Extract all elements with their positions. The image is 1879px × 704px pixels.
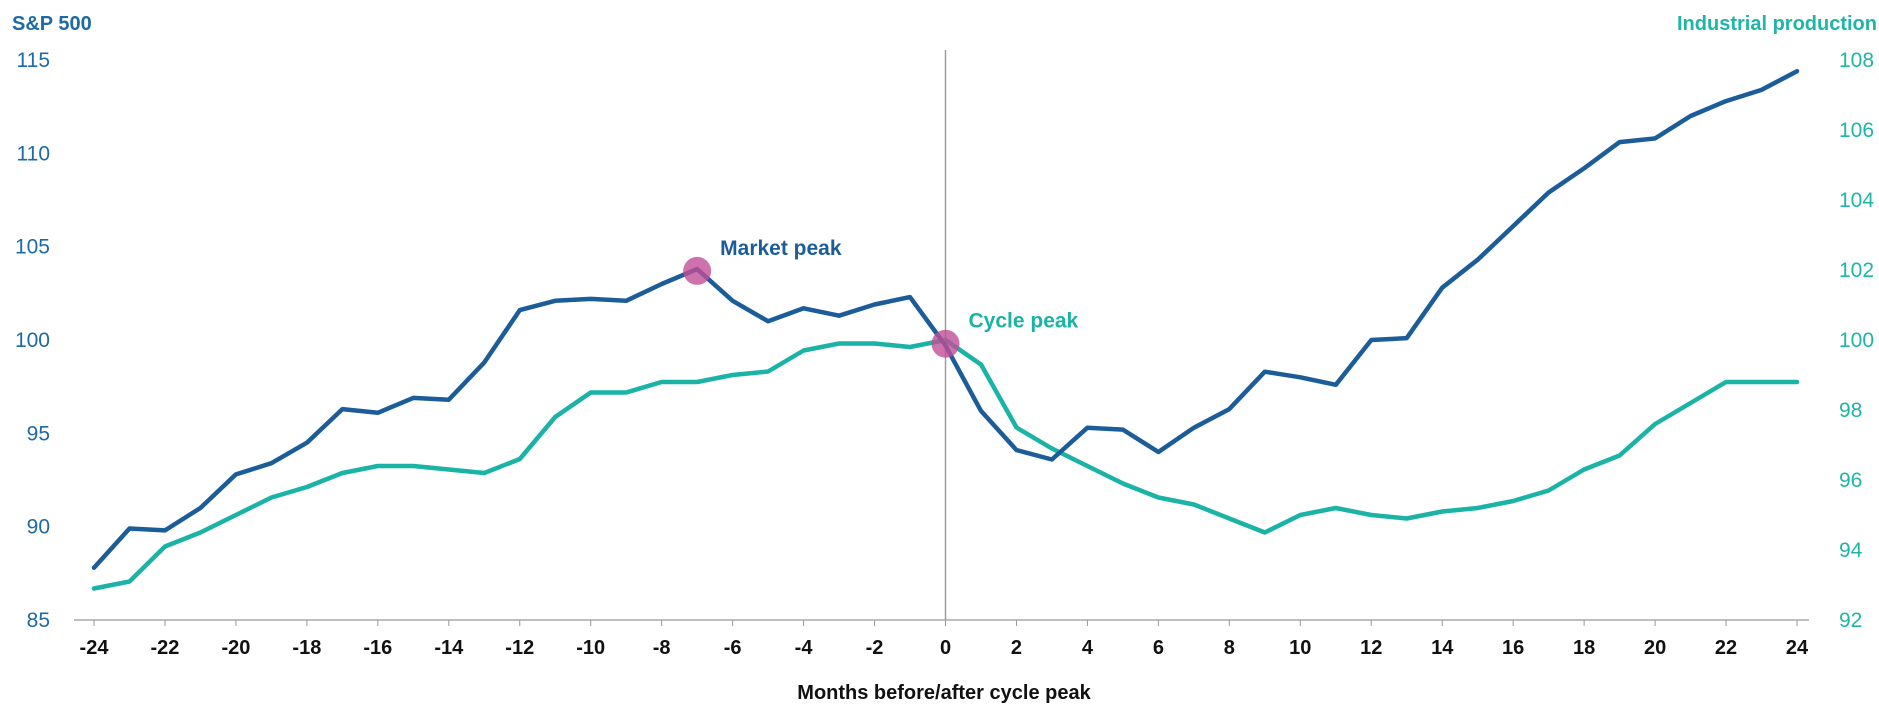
x-tick-label: 20 bbox=[1644, 637, 1666, 659]
left-tick-label: 105 bbox=[15, 236, 50, 259]
cycle-peak-marker bbox=[931, 329, 960, 358]
left-tick-label: 100 bbox=[15, 329, 50, 352]
left-tick-label: 90 bbox=[27, 516, 50, 539]
left-tick-label: 115 bbox=[17, 49, 50, 72]
x-tick-label: -6 bbox=[724, 637, 742, 659]
x-tick-label: 22 bbox=[1715, 637, 1737, 659]
right-tick-label: 106 bbox=[1839, 119, 1874, 142]
x-tick-label: 6 bbox=[1153, 637, 1164, 659]
right-axis-title: Industrial production bbox=[1677, 13, 1877, 35]
x-tick-label: 24 bbox=[1786, 637, 1809, 659]
x-tick-label: 4 bbox=[1082, 637, 1094, 659]
right-tick-label: 102 bbox=[1839, 259, 1874, 282]
left-axis-title: S&P 500 bbox=[12, 13, 92, 35]
market-peak-marker bbox=[683, 256, 712, 285]
x-tick-label: 12 bbox=[1360, 637, 1382, 659]
peak-annotations: Market peak Cycle peak bbox=[683, 237, 1079, 358]
x-tick-label: -8 bbox=[653, 637, 671, 659]
right-tick-label: 92 bbox=[1839, 609, 1862, 632]
x-tick-label: -10 bbox=[576, 637, 605, 659]
right-axis-ticks: 92 94 96 98 100 102 104 106 108 bbox=[1839, 49, 1874, 632]
x-tick-label: 8 bbox=[1224, 637, 1235, 659]
market-peak-label: Market peak bbox=[720, 237, 842, 260]
x-tick-label: 10 bbox=[1289, 637, 1311, 659]
x-tick-label: 0 bbox=[940, 637, 951, 659]
left-tick-label: 95 bbox=[27, 422, 50, 445]
x-axis-ticks: -24 -22 -20 -18 -16 -14 -12 -10 -8 -6 -4 -2 0 2 4 6 8 10 1… bbox=[74, 50, 1809, 659]
x-tick-label: 2 bbox=[1011, 637, 1022, 659]
left-tick-label: 110 bbox=[17, 142, 50, 165]
x-tick-label: -2 bbox=[866, 637, 884, 659]
x-tick-label: -18 bbox=[292, 637, 321, 659]
right-tick-label: 100 bbox=[1839, 329, 1874, 352]
right-tick-label: 96 bbox=[1839, 469, 1862, 492]
x-tick-label: 18 bbox=[1573, 637, 1595, 659]
left-tick-label: 85 bbox=[27, 609, 50, 632]
right-tick-label: 108 bbox=[1839, 49, 1874, 72]
x-tick-label: 16 bbox=[1502, 637, 1524, 659]
x-tick-label: -4 bbox=[795, 637, 814, 659]
x-axis-title: Months before/after cycle peak bbox=[797, 682, 1091, 704]
left-axis-ticks: 85 90 95 100 105 110 115 bbox=[15, 49, 50, 632]
x-tick-label: -20 bbox=[221, 637, 250, 659]
x-tick-label: -14 bbox=[434, 637, 464, 659]
x-tick-label: -24 bbox=[80, 637, 110, 659]
right-tick-label: 94 bbox=[1839, 539, 1863, 562]
right-tick-label: 104 bbox=[1839, 189, 1874, 212]
x-tick-label: -16 bbox=[363, 637, 392, 659]
cycle-peak-label: Cycle peak bbox=[969, 310, 1079, 333]
x-tick-label: -12 bbox=[505, 637, 534, 659]
x-tick-label: -22 bbox=[151, 637, 180, 659]
x-tick-label: 14 bbox=[1431, 637, 1454, 659]
right-tick-label: 98 bbox=[1839, 399, 1862, 422]
